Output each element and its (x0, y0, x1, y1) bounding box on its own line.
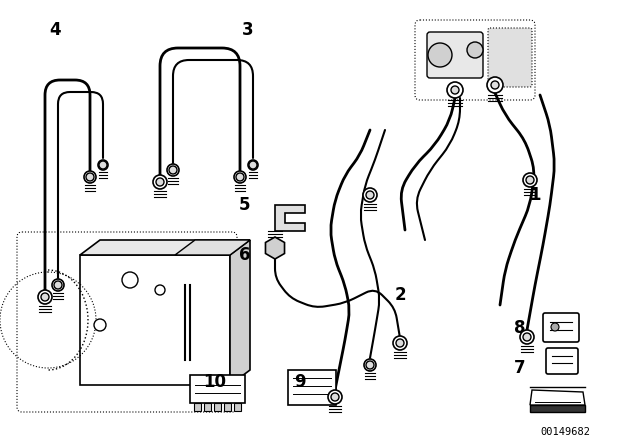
FancyBboxPatch shape (488, 28, 532, 87)
Circle shape (38, 290, 52, 304)
FancyBboxPatch shape (543, 313, 579, 342)
Circle shape (52, 279, 64, 291)
Circle shape (364, 359, 376, 371)
FancyBboxPatch shape (288, 370, 336, 405)
Circle shape (451, 86, 459, 94)
Circle shape (153, 175, 167, 189)
Text: 3: 3 (242, 21, 254, 39)
Text: 10: 10 (204, 373, 227, 391)
Circle shape (428, 43, 452, 67)
Circle shape (98, 160, 108, 170)
Circle shape (366, 191, 374, 199)
Circle shape (526, 176, 534, 184)
Text: 8: 8 (515, 319, 525, 337)
Polygon shape (530, 405, 585, 412)
Circle shape (487, 77, 503, 93)
Circle shape (86, 173, 94, 181)
Circle shape (54, 281, 62, 289)
FancyBboxPatch shape (427, 32, 483, 78)
Circle shape (99, 161, 107, 169)
Circle shape (393, 336, 407, 350)
Circle shape (396, 339, 404, 347)
FancyBboxPatch shape (190, 375, 245, 403)
Bar (234, 403, 241, 411)
Polygon shape (175, 240, 250, 255)
Text: 9: 9 (294, 373, 306, 391)
Circle shape (167, 164, 179, 176)
Circle shape (523, 333, 531, 341)
Polygon shape (266, 237, 285, 259)
Text: 1: 1 (529, 186, 541, 204)
FancyBboxPatch shape (546, 348, 578, 374)
Polygon shape (530, 390, 585, 405)
Text: 5: 5 (239, 196, 251, 214)
Circle shape (234, 171, 246, 183)
Circle shape (155, 285, 165, 295)
Circle shape (467, 42, 483, 58)
Text: 6: 6 (239, 246, 251, 264)
Circle shape (551, 323, 559, 331)
Bar (204, 403, 211, 411)
Circle shape (169, 166, 177, 174)
Circle shape (523, 173, 537, 187)
Circle shape (41, 293, 49, 301)
Circle shape (363, 188, 377, 202)
Circle shape (156, 178, 164, 186)
Circle shape (331, 393, 339, 401)
Circle shape (94, 319, 106, 331)
Circle shape (447, 82, 463, 98)
Circle shape (520, 330, 534, 344)
Polygon shape (230, 240, 250, 385)
Circle shape (491, 81, 499, 89)
Circle shape (84, 171, 96, 183)
Bar (214, 403, 221, 411)
Circle shape (249, 161, 257, 169)
Circle shape (248, 160, 258, 170)
Text: 00149682: 00149682 (540, 427, 590, 437)
Circle shape (328, 390, 342, 404)
PathPatch shape (275, 205, 305, 231)
Bar (194, 403, 201, 411)
Circle shape (366, 361, 374, 369)
Text: 7: 7 (514, 359, 526, 377)
Text: 2: 2 (394, 286, 406, 304)
Bar (224, 403, 231, 411)
Polygon shape (80, 255, 230, 385)
Circle shape (236, 173, 244, 181)
Circle shape (122, 272, 138, 288)
Text: 4: 4 (49, 21, 61, 39)
Polygon shape (80, 240, 250, 255)
